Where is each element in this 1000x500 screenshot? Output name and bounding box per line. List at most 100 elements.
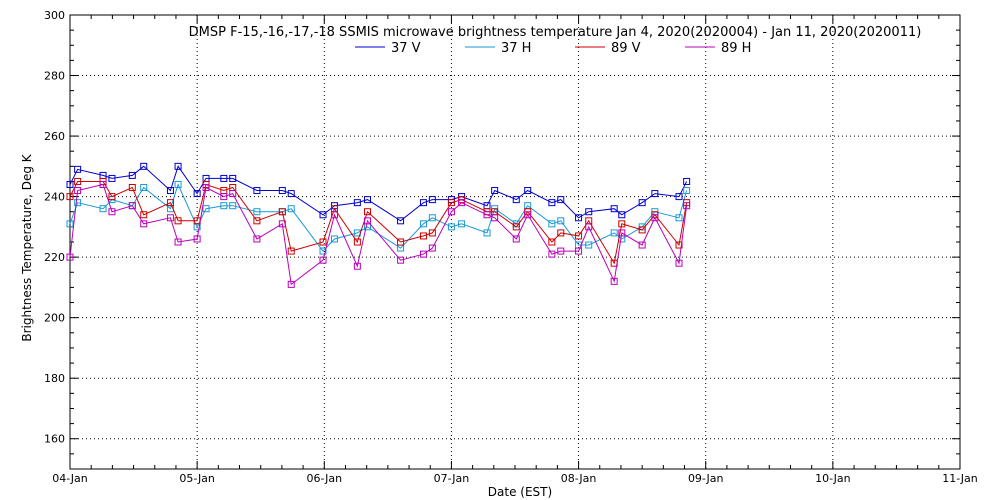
- data-point-89-h: [220, 193, 228, 201]
- data-point-37-h: [585, 241, 593, 249]
- series-line-37-h: [69, 183, 688, 252]
- data-point-37-v: [548, 199, 556, 207]
- data-point-89-h: [99, 180, 107, 188]
- data-point-37-v: [364, 196, 372, 204]
- series-line-37-v: [69, 165, 688, 222]
- data-point-37-v: [419, 199, 427, 207]
- data-point-89-v: [618, 220, 626, 228]
- x-tick-label: 10-Jan: [815, 472, 851, 485]
- data-point-89-h: [638, 241, 646, 249]
- data-point-89-h: [428, 244, 436, 252]
- data-point-89-v: [287, 247, 295, 255]
- y-tick-label: 260: [44, 130, 65, 143]
- data-point-89-h: [683, 202, 691, 210]
- data-point-89-h: [557, 247, 565, 255]
- y-tick-label: 200: [44, 312, 65, 325]
- data-point-37-v: [74, 165, 82, 173]
- legend-item-37-v: 37 V: [355, 41, 421, 56]
- data-point-37-v: [66, 180, 74, 188]
- data-point-89-h: [330, 211, 338, 219]
- data-point-89-h: [419, 250, 427, 258]
- data-point-89-v: [174, 217, 182, 225]
- data-point-37-h: [428, 214, 436, 222]
- data-point-37-v: [557, 196, 565, 204]
- data-point-89-v: [419, 232, 427, 240]
- data-point-37-v: [128, 171, 136, 179]
- legend-item-89-v: 89 V: [575, 41, 641, 56]
- data-point-89-h: [253, 235, 261, 243]
- y-tick-label: 300: [44, 9, 65, 22]
- data-point-37-v: [220, 174, 228, 182]
- data-point-89-v: [428, 229, 436, 237]
- data-point-89-h: [353, 262, 361, 270]
- x-tick-label: 04-Jan: [52, 472, 88, 485]
- data-point-89-h: [166, 214, 174, 222]
- series-layer: [66, 162, 691, 288]
- data-point-37-h: [174, 180, 182, 188]
- x-tick-label: 09-Jan: [688, 472, 724, 485]
- data-point-37-v: [491, 187, 499, 195]
- data-point-89-h: [675, 259, 683, 267]
- data-point-89-h: [610, 277, 618, 285]
- data-point-37-v: [140, 162, 148, 170]
- series-line-89-h: [69, 183, 688, 286]
- data-point-37-h: [253, 208, 261, 216]
- data-point-37-h: [330, 235, 338, 243]
- data-point-89-v: [319, 238, 327, 246]
- data-point-37-v: [585, 208, 593, 216]
- data-point-37-v: [512, 196, 520, 204]
- y-axis-label: Brightness Temperature, Deg K: [20, 153, 34, 341]
- data-point-37-h: [99, 205, 107, 213]
- data-point-89-v: [364, 208, 372, 216]
- data-point-89-h: [585, 223, 593, 231]
- y-tick-label: 180: [44, 372, 65, 385]
- data-point-37-v: [618, 211, 626, 219]
- data-point-89-h: [364, 217, 372, 225]
- data-point-37-v: [193, 190, 201, 198]
- series-line-89-v: [69, 181, 688, 265]
- data-point-89-v: [548, 238, 556, 246]
- x-tick-label: 11-Jan: [942, 472, 978, 485]
- data-point-89-h: [128, 202, 136, 210]
- data-point-89-v: [575, 232, 583, 240]
- data-point-37-h: [140, 184, 148, 192]
- data-point-37-v: [166, 187, 174, 195]
- x-tick-label: 07-Jan: [434, 472, 470, 485]
- x-tick-label: 08-Jan: [561, 472, 597, 485]
- x-axis-label: Date (EST): [488, 485, 552, 499]
- data-point-37-v: [278, 187, 286, 195]
- data-point-89-v: [253, 217, 261, 225]
- data-point-37-v: [683, 177, 691, 185]
- data-point-89-h: [483, 211, 491, 219]
- data-point-37-v: [524, 187, 532, 195]
- data-point-37-h: [66, 220, 74, 228]
- data-point-89-v: [66, 193, 74, 201]
- data-point-37-h: [458, 220, 466, 228]
- data-point-89-v: [353, 238, 361, 246]
- data-point-37-h: [483, 229, 491, 237]
- data-point-89-v: [166, 199, 174, 207]
- data-point-37-v: [229, 174, 237, 182]
- data-point-37-v: [253, 187, 261, 195]
- series-89-v: [66, 177, 691, 267]
- data-point-89-h: [174, 238, 182, 246]
- legend-item-89-h: 89 H: [685, 41, 751, 56]
- data-point-89-h: [108, 208, 116, 216]
- legend-item-37-h: 37 H: [465, 41, 531, 56]
- data-point-37-h: [220, 202, 228, 210]
- data-point-89-v: [447, 199, 455, 207]
- data-point-37-h: [557, 217, 565, 225]
- data-point-89-h: [66, 253, 74, 261]
- data-point-89-v: [397, 238, 405, 246]
- data-point-89-v: [557, 229, 565, 237]
- data-point-37-v: [319, 211, 327, 219]
- x-tick-label: 06-Jan: [307, 472, 343, 485]
- data-point-89-h: [651, 214, 659, 222]
- data-point-37-h: [548, 220, 556, 228]
- data-point-89-h: [491, 214, 499, 222]
- data-point-89-h: [74, 187, 82, 195]
- data-point-89-v: [675, 241, 683, 249]
- data-point-89-h: [618, 229, 626, 237]
- data-point-37-v: [575, 214, 583, 222]
